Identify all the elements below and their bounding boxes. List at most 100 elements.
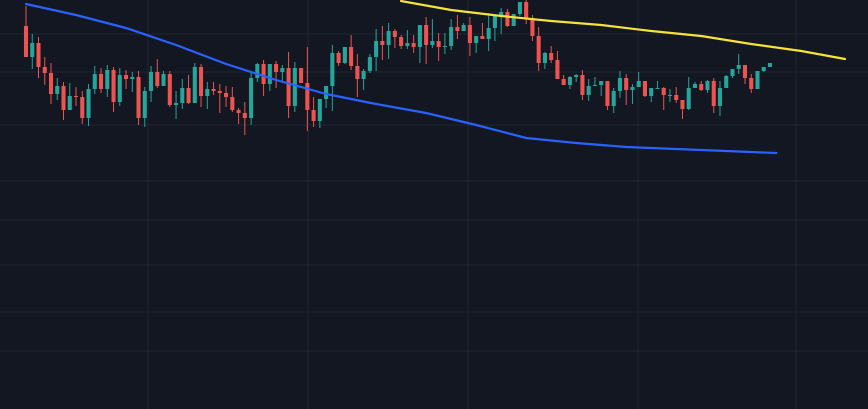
candle-down [80, 97, 85, 118]
candle-down [61, 86, 66, 110]
candle-down [230, 97, 235, 110]
candle-down [555, 60, 560, 79]
candle-down [136, 77, 141, 118]
candle-down [605, 81, 610, 106]
candle-up [724, 76, 729, 88]
candle-up [511, 14, 516, 26]
candle-up [686, 88, 691, 109]
candle-up [755, 71, 760, 89]
candle-down [155, 72, 160, 86]
candle-up [486, 28, 491, 39]
candle-up [205, 89, 210, 96]
moving-average-lines [24, 0, 847, 155]
candle-up [636, 81, 641, 87]
candle-up [667, 95, 672, 96]
candle-up [342, 47, 347, 63]
candle-down [530, 18, 535, 36]
candle-down [23, 26, 29, 57]
candle-up [417, 25, 422, 47]
candle-down [336, 53, 341, 63]
candle-up [405, 43, 410, 46]
candle-down [480, 36, 485, 39]
candle-down [286, 68, 291, 106]
candle-down [274, 64, 279, 72]
candle-down [349, 47, 354, 66]
candle-up [617, 78, 622, 91]
candle-down [124, 75, 129, 79]
candle-down [355, 66, 360, 79]
candle-up [267, 64, 272, 84]
candle-up [292, 68, 297, 106]
candle-down [311, 110, 316, 121]
candle-down [661, 88, 666, 95]
candle-down [98, 74, 104, 89]
candle-up [692, 84, 698, 88]
candle-up [367, 57, 372, 71]
candle-up [180, 88, 185, 103]
candle-up [474, 36, 479, 43]
candle-down [261, 64, 266, 84]
candle-down [524, 2, 529, 18]
candle-up [567, 77, 572, 85]
candle-down [299, 68, 304, 83]
candle-up [592, 85, 597, 86]
candle-down [711, 81, 716, 106]
candle-down [211, 89, 216, 91]
candle-down [42, 67, 47, 73]
candle-down [36, 43, 41, 67]
candle-down [561, 79, 566, 85]
candle-down [455, 27, 460, 31]
candle-up [117, 75, 122, 102]
candle-down [436, 41, 441, 47]
candle-up [736, 65, 741, 69]
candle-down [199, 67, 204, 96]
candle-up [174, 103, 179, 105]
candle-up [386, 31, 391, 45]
candle-down [549, 53, 554, 60]
candle-up [492, 16, 497, 28]
candle-down [242, 113, 247, 118]
candle-up [280, 68, 285, 72]
candle-down [424, 25, 429, 45]
candle-up [649, 88, 654, 96]
candle-up [767, 63, 773, 67]
candle-down [536, 36, 541, 63]
candle-down [380, 41, 385, 45]
candle-up [461, 25, 466, 31]
candle-down [505, 12, 510, 26]
candle-up [249, 78, 254, 118]
candle-down [674, 95, 679, 100]
candle-up [611, 91, 616, 106]
candle-up [67, 96, 72, 110]
candle-down [467, 25, 472, 43]
candle-up [149, 72, 154, 91]
candle-down [624, 78, 629, 90]
candle-up [499, 12, 504, 16]
candle-down [749, 78, 754, 89]
candle-up [324, 86, 329, 99]
candle-down [305, 83, 310, 110]
candle-up [730, 69, 735, 76]
candle-up [142, 91, 147, 118]
candle-up [517, 2, 522, 14]
candle-up [86, 89, 91, 118]
candle-up [442, 46, 447, 47]
candle-up [55, 86, 60, 94]
candle-down [742, 65, 748, 78]
candle-up [361, 71, 366, 79]
candle-up [717, 88, 723, 106]
candle-down [642, 81, 647, 96]
candle-down [111, 70, 116, 102]
candle-up [374, 41, 379, 57]
candle-up [586, 86, 591, 95]
moving-average-fast-line [24, 2, 778, 155]
candle-up [92, 74, 97, 89]
candle-down [186, 88, 191, 103]
candle-down [48, 73, 54, 94]
candle-up [161, 74, 166, 86]
candle-down [236, 110, 241, 113]
candle-down [73, 96, 79, 97]
